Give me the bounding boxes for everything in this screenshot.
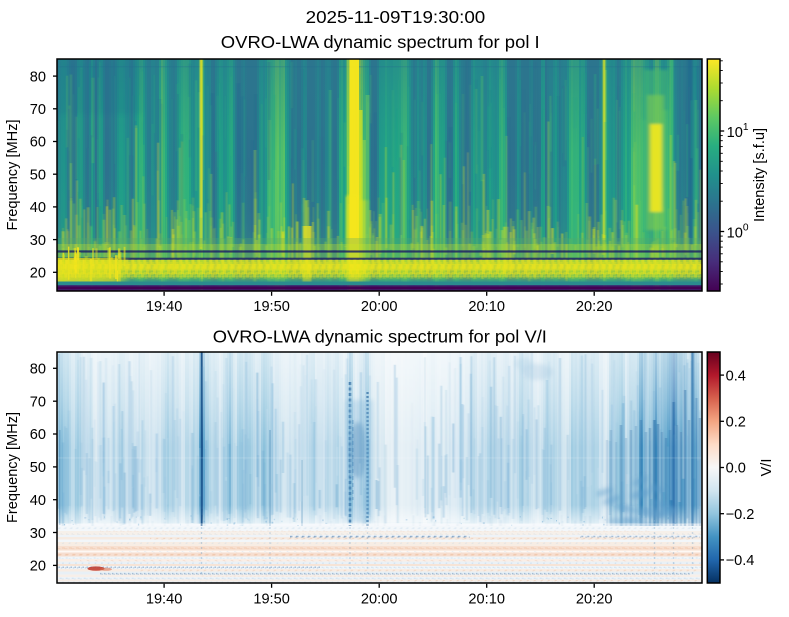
svg-text:60: 60: [30, 135, 46, 151]
svg-text:30: 30: [30, 233, 46, 249]
svg-text:19:50: 19:50: [253, 299, 290, 315]
svg-text:80: 80: [30, 69, 46, 85]
svg-text:20:20: 20:20: [576, 299, 613, 315]
svg-text:70: 70: [30, 102, 46, 118]
svg-text:Frequency [MHz]: Frequency [MHz]: [5, 412, 21, 523]
svg-text:20: 20: [30, 559, 46, 575]
svg-text:20:20: 20:20: [576, 591, 613, 607]
svg-text:70: 70: [30, 394, 46, 410]
svg-text:60: 60: [30, 427, 46, 443]
svg-text:19:40: 19:40: [146, 299, 183, 315]
svg-text:80: 80: [30, 362, 46, 378]
svg-text:Intensity [s.f.u]: Intensity [s.f.u]: [752, 128, 768, 222]
svg-text:2025-11-09T19:30:00: 2025-11-09T19:30:00: [306, 7, 486, 27]
svg-text:40: 40: [30, 493, 46, 509]
svg-text:30: 30: [30, 526, 46, 542]
svg-text:20: 20: [30, 266, 46, 282]
svg-text:OVRO-LWA dynamic spectrum for: OVRO-LWA dynamic spectrum for pol V/I: [213, 326, 547, 346]
svg-text:40: 40: [30, 200, 46, 216]
svg-text:−0.2: −0.2: [726, 507, 755, 523]
svg-text:0.4: 0.4: [726, 368, 746, 384]
svg-text:0.2: 0.2: [726, 415, 746, 431]
svg-text:19:40: 19:40: [146, 591, 183, 607]
svg-text:20:10: 20:10: [468, 299, 505, 315]
svg-text:−0.4: −0.4: [726, 553, 755, 569]
svg-text:0.0: 0.0: [726, 461, 746, 477]
svg-text:20:10: 20:10: [468, 591, 505, 607]
svg-text:50: 50: [30, 460, 46, 476]
svg-text:19:50: 19:50: [253, 591, 290, 607]
svg-text:V/I: V/I: [759, 459, 775, 477]
svg-text:20:00: 20:00: [361, 299, 398, 315]
svg-text:OVRO-LWA dynamic spectrum for: OVRO-LWA dynamic spectrum for pol I: [221, 32, 540, 52]
svg-text:20:00: 20:00: [361, 591, 398, 607]
svg-text:50: 50: [30, 167, 46, 183]
svg-text:Frequency [MHz]: Frequency [MHz]: [5, 119, 21, 230]
